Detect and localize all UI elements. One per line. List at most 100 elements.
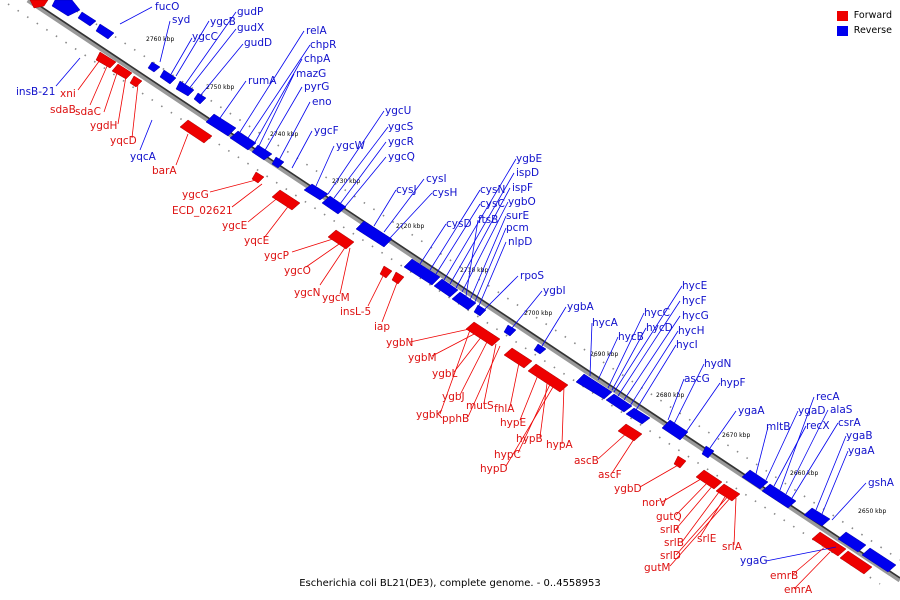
gene-label: pphB	[442, 413, 469, 425]
kbp-tick: 2670 kbp	[722, 432, 750, 439]
gene-label: alaS	[830, 404, 853, 416]
reverse-swatch	[836, 25, 848, 36]
kbp-tick: 2710 kbp	[460, 267, 488, 274]
gene-label: eno	[312, 96, 332, 108]
gene-label: srlB	[664, 537, 684, 549]
gene-label: ascG	[684, 373, 710, 385]
kbp-tick: 2740 kbp	[270, 131, 298, 138]
gene-label: ftsB	[478, 214, 498, 226]
gene-label: hycD	[646, 322, 673, 334]
gene-label: insL-5	[340, 306, 371, 318]
kbp-tick: 2700 kbp	[524, 310, 552, 317]
gene-label: mutS	[466, 400, 494, 412]
gene-label: srlE	[697, 533, 716, 545]
gene-label: yqcD	[110, 135, 137, 147]
gene-label: ygcG	[182, 189, 209, 201]
gene-label: hycI	[676, 339, 698, 351]
gene-label: ygcM	[322, 292, 350, 304]
gene-label: pyrG	[304, 81, 329, 93]
gene-label: fucO	[155, 1, 179, 13]
kbp-tick: 2650 kbp	[858, 508, 886, 515]
gene-label: ygcP	[264, 250, 289, 262]
reverse-gene-labels: fucO syd ygcB ygcC gudP gudX gudD rumA r…	[16, 1, 895, 567]
gene-label: gutM	[644, 562, 671, 574]
gene-label: hypD	[480, 463, 508, 475]
gene-label: emrB	[770, 570, 798, 582]
gene-label: mazG	[296, 68, 326, 80]
gene-label: sdaC	[75, 106, 101, 118]
gene-label: syd	[172, 14, 190, 26]
gene-label: hycE	[682, 280, 707, 292]
gene-label: hypC	[494, 449, 521, 461]
gene-label: hycC	[644, 307, 670, 319]
gene-label: hypA	[546, 439, 574, 451]
gene-label: ygbM	[408, 352, 437, 364]
gene-label: barA	[152, 165, 177, 177]
gene-label: hycA	[592, 317, 619, 329]
gene-label: hycH	[678, 325, 705, 337]
gene-label: ispF	[512, 182, 533, 194]
gene-label: cysN	[480, 184, 505, 196]
gene-label: yqcE	[244, 235, 269, 247]
gene-label: cysI	[426, 173, 447, 185]
gene-label: ygcW	[336, 140, 366, 152]
kbp-tick: 2760 kbp	[146, 36, 174, 43]
gene-label: cysD	[446, 218, 472, 230]
gene-label: cysH	[432, 187, 457, 199]
gene-label: ygaA	[738, 405, 765, 417]
gene-label: hypE	[500, 417, 526, 429]
gene-label: cysC	[480, 198, 505, 210]
gene-label: hypB	[516, 433, 543, 445]
gene-label: xni	[60, 88, 76, 100]
forward-gene-labels: xni sdaB sdaC ygdH yqcD barA ygcG ECD_02…	[50, 88, 813, 596]
reverse-gene-blocks	[51, 0, 897, 573]
gene-label: pcm	[506, 222, 529, 234]
legend-reverse: Reverse	[836, 23, 892, 38]
gene-label: relA	[306, 25, 327, 37]
gene-label: ygaB	[846, 430, 873, 442]
gene-label: hypF	[720, 377, 746, 389]
gene-label: chpA	[304, 53, 331, 65]
gene-label: surE	[506, 210, 529, 222]
gene-label: gshA	[868, 477, 895, 489]
gene-label: ygcF	[314, 125, 339, 137]
gene-label: yqcA	[130, 151, 157, 163]
gene-label: hycB	[618, 331, 644, 343]
gene-label: ygbN	[386, 337, 413, 349]
gene-label: recX	[806, 420, 830, 432]
gene-label: ygbA	[567, 301, 595, 313]
gene-label: ygbI	[543, 285, 566, 297]
gene-label: ygbK	[416, 409, 444, 421]
gene-label: csrA	[838, 417, 862, 429]
gene-label: gudD	[244, 37, 272, 49]
forward-swatch	[836, 10, 848, 21]
gene-label: recA	[816, 391, 840, 403]
gene-label: rumA	[248, 75, 277, 87]
gene-label: ygbD	[614, 483, 642, 495]
gene-label: ygbJ	[442, 391, 465, 403]
gene-label: chpR	[310, 39, 336, 51]
gene-label: gudP	[237, 6, 263, 18]
gene-label: ascF	[598, 469, 622, 481]
gene-label: ygcS	[388, 121, 414, 133]
gene-label: ascB	[574, 455, 599, 467]
gene-label: iap	[374, 321, 390, 333]
gene-label: mltB	[766, 421, 790, 433]
gene-label: ispD	[516, 167, 539, 179]
genome-caption: Escherichia coli BL21(DE3), complete gen…	[299, 578, 601, 589]
legend-reverse-label: Reverse	[853, 25, 892, 36]
gene-label: ygbE	[516, 153, 542, 165]
gene-label: hycG	[682, 310, 709, 322]
gene-label: ECD_02621	[172, 205, 233, 217]
gene-label: cysJ	[396, 184, 417, 196]
forward-gene-blocks	[29, 0, 873, 575]
kbp-tick: 2690 kbp	[590, 351, 618, 358]
gene-label: gutQ	[656, 511, 682, 523]
gene-label: srlR	[660, 524, 680, 536]
gene-label: hydN	[704, 358, 731, 370]
gene-label: srlA	[722, 541, 743, 553]
gene-label: ygcB	[210, 16, 236, 28]
reverse-leader-lines	[55, 6, 867, 562]
gene-label: ygcE	[222, 220, 247, 232]
kbp-tick: 2660 kbp	[790, 470, 818, 477]
